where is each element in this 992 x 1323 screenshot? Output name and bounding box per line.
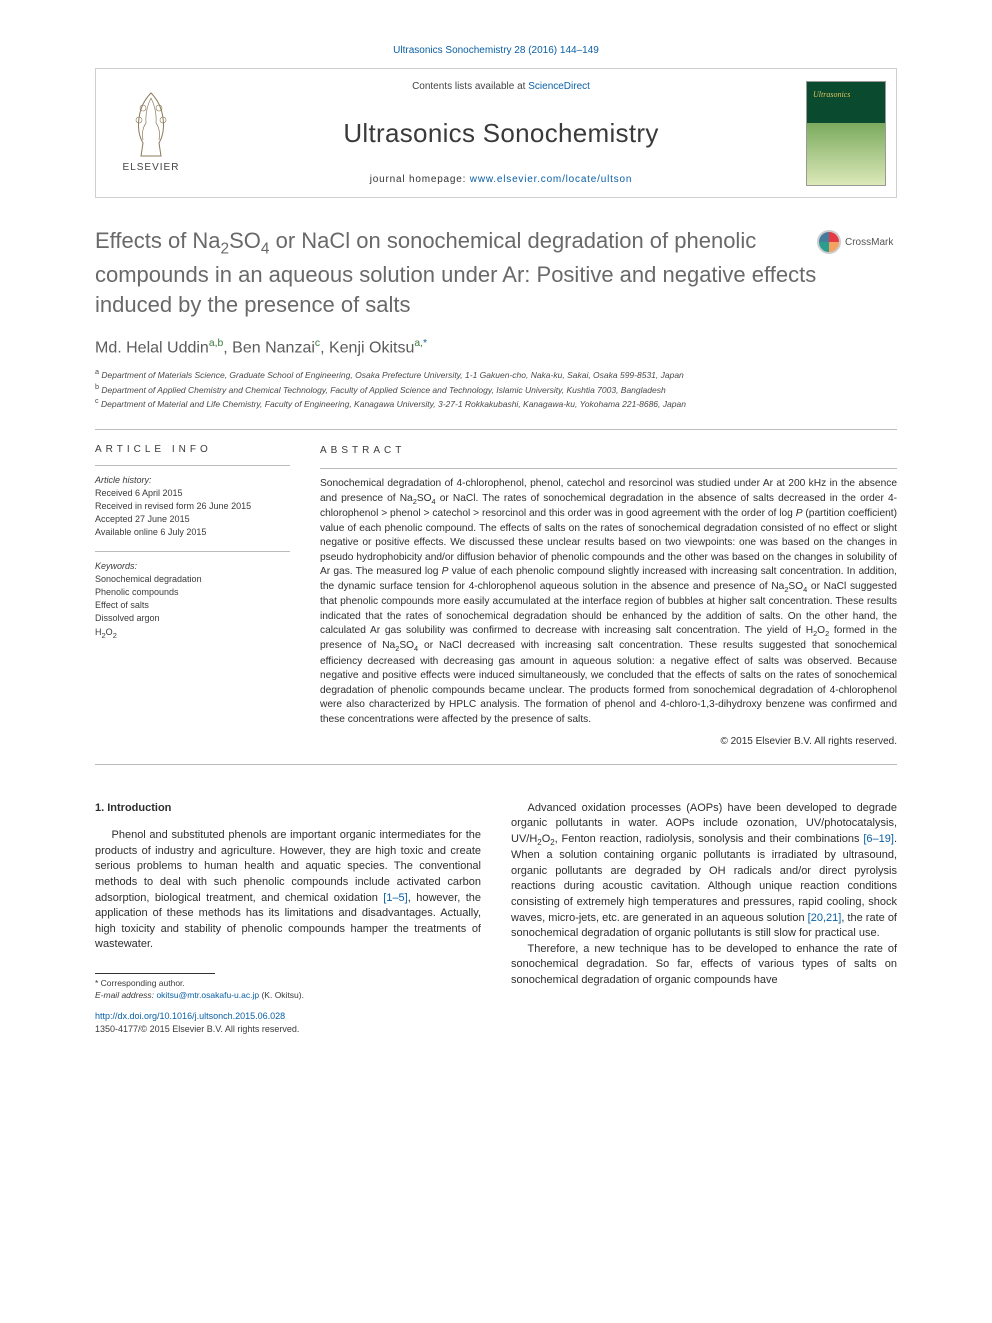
sciencedirect-link[interactable]: ScienceDirect <box>528 81 590 92</box>
abstract-column: ABSTRACT Sonochemical degradation of 4-c… <box>320 430 897 749</box>
journal-cover-thumbnail <box>806 81 886 186</box>
crossmark-badge[interactable]: CrossMark <box>817 230 897 254</box>
keyword-3: Effect of salts <box>95 600 149 610</box>
elsevier-tree-icon <box>121 88 181 158</box>
issn-copyright: 1350-4177/© 2015 Elsevier B.V. All right… <box>95 1024 299 1034</box>
article-info-head: ARTICLE INFO <box>95 444 290 455</box>
accepted-date: Accepted 27 June 2015 <box>95 514 190 524</box>
keyword-4: Dissolved argon <box>95 613 160 623</box>
keyword-1: Sonochemical degradation <box>95 574 202 584</box>
intro-para-3: Therefore, a new technique has to be dev… <box>511 942 897 989</box>
article-info-column: ARTICLE INFO Article history: Received 6… <box>95 430 290 749</box>
affil-a: Department of Materials Science, Graduat… <box>101 370 683 380</box>
citation-link-20-21[interactable]: [20,21] <box>808 912 842 924</box>
intro-para-1: Phenol and substituted phenols are impor… <box>95 828 481 953</box>
citation-link-6-19[interactable]: [6–19] <box>863 833 894 845</box>
citation-line: Ultrasonics Sonochemistry 28 (2016) 144–… <box>95 45 897 56</box>
abstract-copyright: © 2015 Elsevier B.V. All rights reserved… <box>320 735 897 749</box>
history-head: Article history: <box>95 475 152 485</box>
corresponding-email[interactable]: okitsu@mtr.osakafu-u.ac.jp <box>156 990 259 1000</box>
body-two-columns: 1. Introduction Phenol and substituted p… <box>95 801 897 1036</box>
keywords-block: Keywords: Sonochemical degradation Pheno… <box>95 551 290 641</box>
contents-available-line: Contents lists available at ScienceDirec… <box>412 81 590 92</box>
crossmark-label: CrossMark <box>845 237 893 248</box>
author-2-affil: c <box>315 338 320 349</box>
citation-link-1-5[interactable]: [1–5] <box>383 892 407 904</box>
corresponding-star: * <box>423 338 427 349</box>
article-title: Effects of Na2SO4 or NaCl on sonochemica… <box>95 226 817 320</box>
intro-para-2: Advanced oxidation processes (AOPs) have… <box>511 801 897 942</box>
affiliations-block: a Department of Materials Science, Gradu… <box>95 367 897 411</box>
body-col-right: Advanced oxidation processes (AOPs) have… <box>511 801 897 1036</box>
footer-rule <box>95 973 215 974</box>
corresponding-author-footer: * Corresponding author. E-mail address: … <box>95 973 481 1002</box>
homepage-line: journal homepage: www.elsevier.com/locat… <box>370 174 632 185</box>
corresponding-label: * Corresponding author. <box>95 978 481 990</box>
author-2: Ben Nanzai <box>232 339 315 356</box>
keyword-2: Phenolic compounds <box>95 587 179 597</box>
email-label: E-mail address: <box>95 990 154 1000</box>
homepage-prefix: journal homepage: <box>370 174 470 185</box>
author-1-affil: a,b <box>209 338 223 349</box>
publisher-name: ELSEVIER <box>123 162 180 173</box>
abstract-head: ABSTRACT <box>320 444 897 458</box>
revised-date: Received in revised form 26 June 2015 <box>95 501 251 511</box>
crossmark-icon <box>817 230 841 254</box>
online-date: Available online 6 July 2015 <box>95 527 206 537</box>
abstract-text: Sonochemical degradation of 4-chlorophen… <box>320 468 897 727</box>
author-list: Md. Helal Uddina,b, Ben Nanzaic, Kenji O… <box>95 338 897 357</box>
contents-prefix: Contents lists available at <box>412 81 528 92</box>
section-1-head: 1. Introduction <box>95 801 481 817</box>
doi-link[interactable]: http://dx.doi.org/10.1016/j.ultsonch.201… <box>95 1011 285 1021</box>
cover-thumb-cell <box>796 69 896 197</box>
keyword-5: H2O2 <box>95 627 117 637</box>
received-date: Received 6 April 2015 <box>95 488 183 498</box>
publisher-logo-cell: ELSEVIER <box>96 69 206 197</box>
author-1: Md. Helal Uddin <box>95 339 209 356</box>
doi-block: http://dx.doi.org/10.1016/j.ultsonch.201… <box>95 1010 481 1036</box>
author-3-affil: a, <box>414 338 423 349</box>
affil-c: Department of Material and Life Chemistr… <box>101 399 686 409</box>
post-abstract-rule <box>95 764 897 765</box>
affil-b: Department of Applied Chemistry and Chem… <box>101 384 665 394</box>
author-3: Kenji Okitsu <box>329 339 414 356</box>
article-history-block: Article history: Received 6 April 2015 R… <box>95 465 290 539</box>
header-center: Contents lists available at ScienceDirec… <box>206 69 796 197</box>
homepage-url[interactable]: www.elsevier.com/locate/ultson <box>470 174 632 185</box>
keywords-head: Keywords: <box>95 561 137 571</box>
journal-header-box: ELSEVIER Contents lists available at Sci… <box>95 68 897 198</box>
email-who: (K. Okitsu). <box>261 990 304 1000</box>
body-col-left: 1. Introduction Phenol and substituted p… <box>95 801 481 1036</box>
journal-name: Ultrasonics Sonochemistry <box>343 118 658 149</box>
